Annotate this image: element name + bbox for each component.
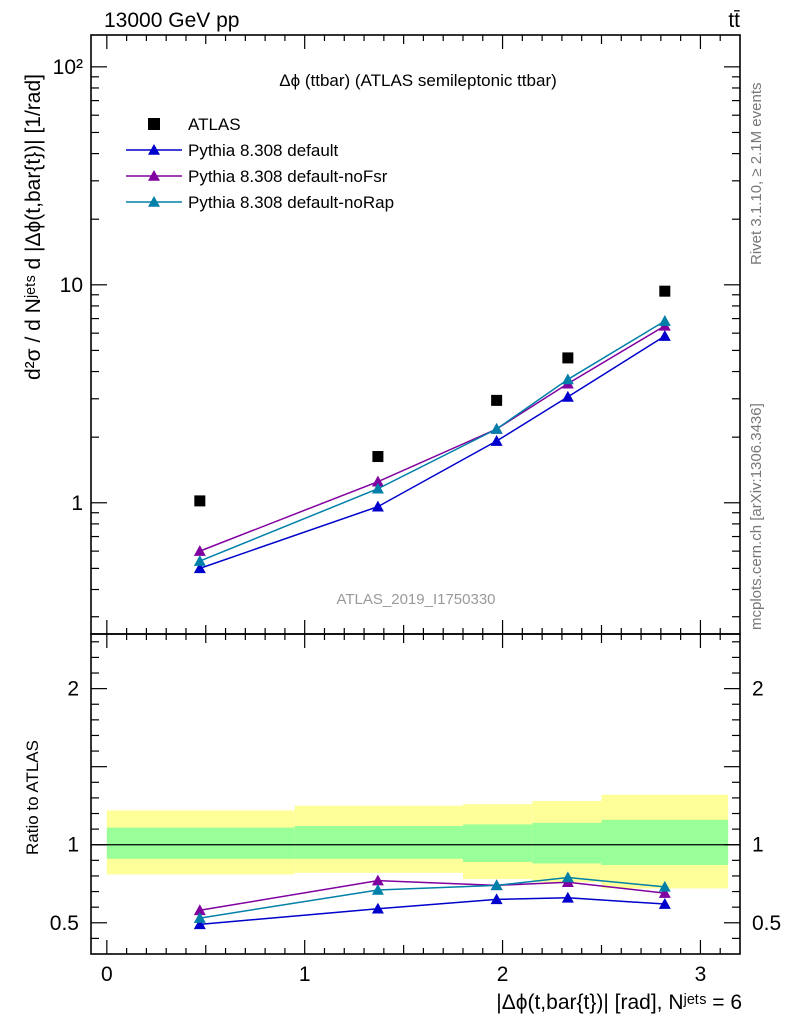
mcplots-note: mcplots.cern.ch [arXiv:1306.3436] — [748, 403, 765, 630]
x-tick-label: 2 — [497, 963, 509, 986]
ratio-series-point — [658, 887, 671, 898]
ratio-series-line — [199, 876, 665, 919]
atlas-data-point — [194, 495, 206, 507]
ratio-axes: 0 1 2 3 0.5 0.5 1 1 2 2 — [50, 634, 781, 986]
ratio-y-tick-label-right: 2 — [752, 678, 764, 701]
ratio-series-point — [490, 879, 503, 891]
mc-series-point — [658, 315, 671, 326]
ratio-y-tick-label-left: 2 — [67, 678, 79, 701]
mc-series-point — [371, 482, 384, 494]
mc-series-point — [193, 555, 206, 566]
x-axis-label: |Δϕ(t,bar{t})| [rad], Nʲᵉᵗˢ = 6 — [496, 991, 742, 1014]
x-tick-label: 3 — [695, 963, 707, 986]
mc-series-point — [561, 373, 574, 385]
rivet-note: Rivet 3.1.10, ≥ 2.1M events — [748, 83, 765, 266]
legend: ATLAS Pythia 8.308 default Pythia 8.308 de… — [126, 115, 394, 212]
ratio-series-point — [371, 902, 384, 914]
ratio-y-tick-label-left: 0.5 — [50, 912, 79, 935]
mc-series-point — [561, 390, 574, 402]
ratio-uncertainty-bands — [91, 794, 740, 889]
stat-uncertainty-band — [294, 826, 463, 859]
main-title: Δϕ (ttbar) (ATLAS semileptonic ttbar) — [279, 71, 557, 90]
ratio-series-line — [199, 879, 665, 912]
legend-label: Pythia 8.308 default-noFsr — [188, 167, 388, 186]
stat-uncertainty-band — [532, 822, 602, 864]
main-data-marks — [193, 285, 671, 574]
ratio-series-point — [193, 918, 206, 930]
mc-series-point — [193, 562, 206, 574]
main-axes: 1 10 10² — [53, 35, 740, 634]
main-y-tick-label: 1 — [71, 492, 83, 515]
ratio-series-point — [193, 904, 206, 916]
ratio-series-point — [371, 874, 384, 886]
ratio-series-point — [658, 898, 671, 909]
ratio-y-tick-label-left: 1 — [67, 834, 79, 857]
ratio-series-point — [193, 912, 206, 923]
legend-label: Pythia 8.308 default-noRap — [188, 193, 394, 212]
main-panel: 1 10 10² Δϕ (ttbar) (ATLAS semileptonic tt… — [22, 34, 741, 635]
energy-label: 13000 GeV pp — [104, 9, 239, 32]
ratio-series-point — [561, 891, 574, 903]
ratio-series-point — [561, 871, 574, 883]
mc-series-point — [490, 423, 503, 434]
x-tick-label: 0 — [101, 963, 113, 986]
ratio-panel: 0 1 2 3 0.5 0.5 1 1 2 2 Ratio to ATLAS |Δϕ(t,bar{… — [23, 633, 781, 1014]
ratio-series-line — [199, 897, 665, 926]
mc-series-point — [371, 500, 384, 512]
mc-series-point — [490, 435, 503, 446]
atlas-data-point — [491, 394, 503, 406]
process-label: tt̄ — [728, 9, 740, 32]
main-y-tick-label: 10 — [60, 274, 83, 297]
legend-marker-triangle — [148, 170, 160, 181]
legend-label: Pythia 8.308 default — [188, 141, 339, 160]
ratio-y-axis-label: Ratio to ATLAS — [23, 740, 42, 855]
legend-label: ATLAS — [188, 115, 241, 134]
atlas-data-point — [659, 285, 671, 297]
mc-series-point — [371, 475, 384, 487]
stat-uncertainty-band — [462, 824, 533, 862]
ratio-data-marks — [193, 871, 671, 930]
ratio-series-point — [490, 893, 503, 905]
legend-marker-square — [148, 118, 160, 130]
atlas-data-point — [562, 352, 574, 364]
legend-marker-triangle — [148, 196, 160, 207]
ratio-frame — [90, 633, 741, 955]
ratio-y-tick-label-right: 1 — [752, 834, 764, 857]
ratio-series-point — [658, 880, 671, 892]
stat-uncertainty-band — [106, 827, 295, 859]
mc-series-point — [193, 545, 206, 556]
mc-series-line — [199, 320, 666, 562]
analysis-id: ATLAS_2019_I1750330 — [336, 591, 495, 608]
ratio-series-point — [371, 884, 384, 895]
stat-uncertainty-band — [601, 819, 729, 866]
atlas-data-point — [372, 451, 384, 463]
main-y-axis-label: d²σ / d Nʲᵉᵗˢ d |Δϕ(t,bar{t})| [1/rad] — [22, 74, 45, 380]
ratio-y-tick-label-right: 0.5 — [752, 912, 781, 935]
mc-series-point — [658, 330, 671, 341]
x-tick-label: 1 — [299, 963, 311, 986]
legend-marker-triangle — [148, 144, 160, 155]
main-y-tick-label: 10² — [53, 56, 83, 79]
mc-series-line — [199, 325, 666, 552]
